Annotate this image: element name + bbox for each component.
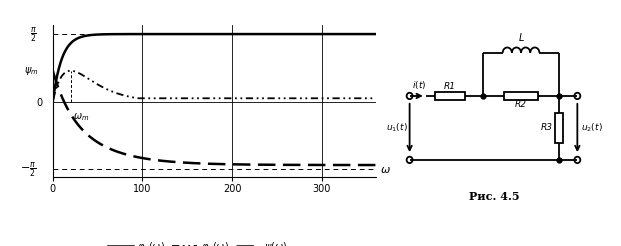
- Text: $\frac{\pi}{2}$: $\frac{\pi}{2}$: [30, 25, 37, 44]
- Text: L: L: [519, 32, 524, 43]
- Text: $i(t)$: $i(t)$: [412, 78, 427, 91]
- Bar: [435, 92, 465, 100]
- Text: R3: R3: [540, 123, 552, 132]
- Bar: [504, 92, 538, 100]
- Bar: [555, 113, 563, 143]
- Text: R1: R1: [444, 81, 456, 91]
- Text: $u_2(t)$: $u_2(t)$: [581, 122, 603, 134]
- Text: $0$: $0$: [36, 96, 44, 108]
- Text: Рис. 4.5: Рис. 4.5: [469, 191, 520, 202]
- Text: R2: R2: [515, 100, 527, 109]
- Text: $\psi_m$: $\psi_m$: [24, 65, 39, 77]
- Text: $\omega$: $\omega$: [380, 165, 391, 175]
- Legend: $\varphi_1(\omega)$, $\varphi_2(\omega)$, $\psi(\omega)$: $\varphi_1(\omega)$, $\varphi_2(\omega)$…: [104, 236, 292, 246]
- Text: $\omega_m$: $\omega_m$: [73, 111, 89, 123]
- Text: $u_1(t)$: $u_1(t)$: [386, 122, 408, 134]
- Text: $-\frac{\pi}{2}$: $-\frac{\pi}{2}$: [20, 160, 37, 179]
